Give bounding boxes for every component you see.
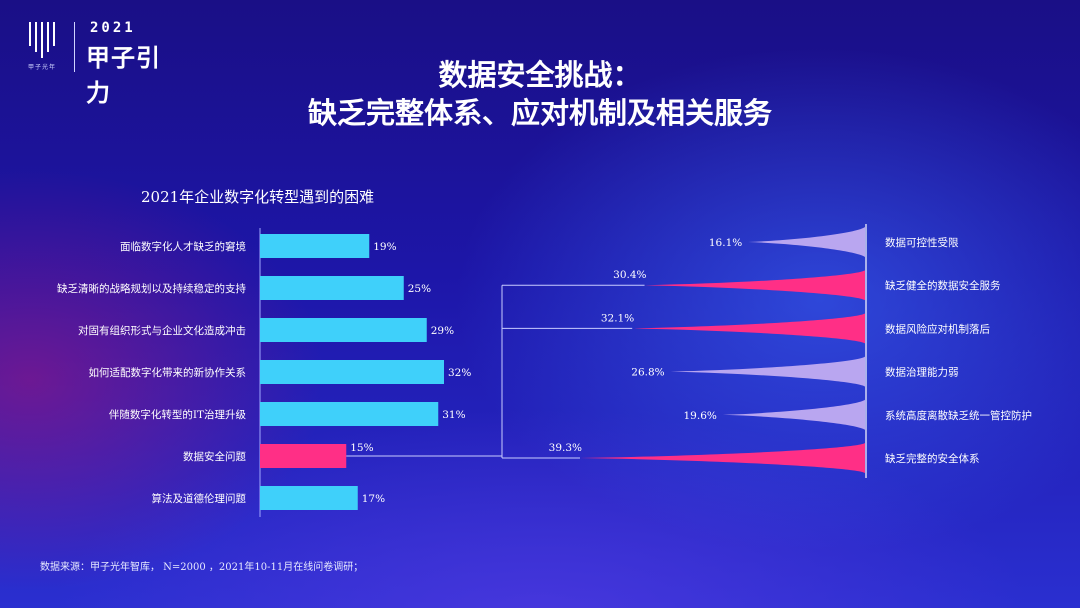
bar [260, 360, 444, 384]
page-title-line1: 数据安全挑战： [438, 58, 642, 92]
value-label: 29% [431, 325, 454, 337]
security-spike-chart: 16.1% 数据可控性受限 30.4% 缺乏健全的数据安全服务 32.1% 数据风险应对机… [549, 224, 1032, 478]
value-label: 26.8% [631, 367, 664, 379]
category-label: 缺乏完整的安全体系 [885, 452, 980, 465]
spike-bar [748, 227, 865, 257]
value-label: 30.4% [613, 269, 646, 281]
category-label: 数据风险应对机制落后 [885, 322, 990, 335]
bar [260, 276, 404, 300]
bar [260, 444, 347, 468]
page-title-line2: 缺乏完整体系、应对机制及相关服务 [307, 96, 772, 130]
category-label: 数据可控性受限 [885, 236, 959, 249]
data-source-note: 数据来源：甲子光年智库， N=2000 ，2021年10-11月在线问卷调研； [40, 562, 364, 573]
category-label: 数据安全问题 [183, 450, 246, 463]
brand-mark-icon [29, 22, 55, 58]
bar [260, 486, 358, 510]
brand-sub: 甲子光年 [28, 64, 57, 71]
spike-bar [670, 356, 865, 387]
value-label: 32% [448, 367, 471, 379]
value-label: 19.6% [684, 410, 717, 422]
difficulty-bar-chart: 面临数字化人才缺乏的窘境 19% 缺乏清晰的战略规划以及持续稳定的支持 25% 对固有组… [57, 228, 471, 517]
chart-title: 2021年企业数字化转型遇到的困难 [141, 188, 375, 206]
spike-bar [580, 443, 865, 473]
connector-lines [346, 284, 645, 459]
value-label: 39.3% [549, 442, 582, 454]
category-label: 系统高度离散缺乏统一管控防护 [885, 409, 1032, 422]
category-label: 如何适配数字化带来的新协作关系 [89, 366, 247, 379]
value-label: 19% [373, 241, 396, 253]
spike-bar [644, 270, 865, 301]
brand-name: 甲子引力 [86, 44, 161, 107]
bar [260, 402, 439, 426]
value-label: 25% [408, 283, 431, 295]
category-label: 对固有组织形式与企业文化造成冲击 [78, 324, 246, 337]
bar [260, 318, 427, 342]
value-label: 32.1% [601, 312, 634, 324]
bar [260, 234, 370, 258]
brand-logo: 甲子光年 2021 甲子引力 [24, 18, 174, 107]
value-label: 15% [350, 442, 373, 454]
value-label: 17% [362, 493, 385, 505]
brand-year: 2021 [90, 20, 136, 36]
category-label: 面临数字化人才缺乏的窘境 [120, 240, 246, 253]
spike-bar [722, 399, 865, 430]
category-label: 缺乏清晰的战略规划以及持续稳定的支持 [57, 282, 246, 295]
spike-bar [632, 313, 865, 344]
category-label: 算法及道德伦理问题 [152, 492, 247, 505]
category-label: 缺乏健全的数据安全服务 [885, 279, 1001, 292]
category-label: 伴随数字化转型的IT治理升级 [109, 408, 247, 421]
value-label: 31% [442, 409, 465, 421]
brand-divider [74, 22, 75, 72]
value-label: 16.1% [709, 237, 742, 249]
category-label: 数据治理能力弱 [885, 366, 959, 379]
